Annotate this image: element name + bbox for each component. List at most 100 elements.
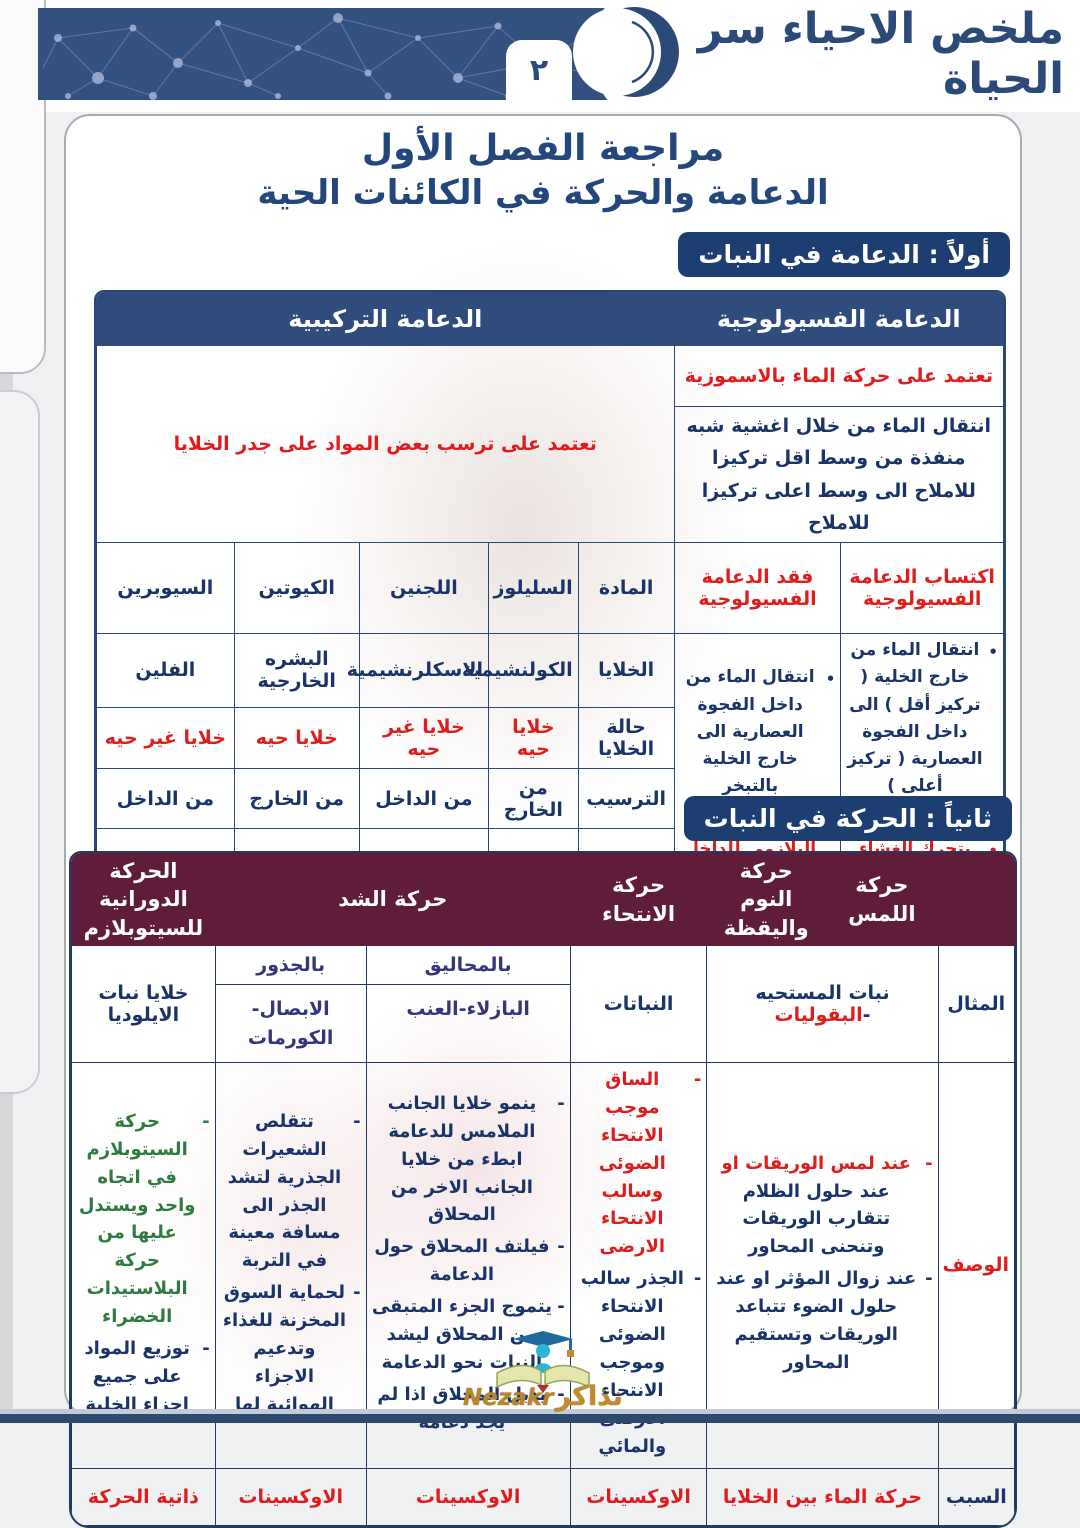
nezakr-logo-text: Nezakr نذاكر <box>463 1381 623 1412</box>
desc-point: الساق موجب الانتحاء الضوئى وسالب الانتحا… <box>576 1066 702 1261</box>
row-label-cause: السبب <box>937 1467 1015 1526</box>
content-frame: مراجعة الفصل الأول الدعامة والحركة في ال… <box>64 114 1022 1528</box>
document-title: ملخص الاحياء سر الحياة <box>697 4 1065 104</box>
example-touch-sleep-legumes: البقوليات <box>774 1004 863 1027</box>
movement-table: حركة اللمس حركة النوم واليقظة حركة الانت… <box>69 851 1017 1528</box>
loss-header: فقد الدعامة الفسيولوجية <box>673 542 842 635</box>
desc-point: لحماية السوق المخزنة للغذاء وتدعيم الاجز… <box>221 1279 361 1418</box>
desc-point: فيلتف المحلاق حول الدعامة <box>372 1233 565 1289</box>
row-label-example: المثال <box>937 945 1015 1064</box>
state-cellulose: خلايا حيه <box>488 706 579 770</box>
desc-point: عند زوال المؤثر او عند حلول الضوء تتباعد… <box>712 1265 932 1377</box>
row-label-cells: الخلايا <box>577 633 675 708</box>
network-pattern <box>42 13 616 100</box>
row-label-state: حالة الخلايا <box>577 706 675 770</box>
description-cyclosis: حركة السيتوبلازم في اتجاه واحد ويستدل عل… <box>71 1062 216 1469</box>
table-row: حركة اللمس حركة النوم واليقظة حركة الانت… <box>71 852 1015 947</box>
material-cutin: الكيوتين <box>233 542 360 635</box>
desc-point: توزيع المواد على جميع اجزاء الخلية <box>77 1335 210 1419</box>
support-table: الدعامة الفسيولوجية الدعامة التركيبية تع… <box>94 290 1006 940</box>
corner-cell <box>937 852 1015 947</box>
table-row: اكتساب الدعامة الفسيولوجية فقد الدعامة ا… <box>96 542 1004 635</box>
table-row: الترسيب من الخارج من الداخل من الخارج من… <box>96 768 1004 829</box>
deposition-suberin: من الداخل <box>96 768 235 829</box>
desc-point: حركة السيتوبلازم في اتجاه واحد ويستدل عل… <box>77 1108 210 1331</box>
roots-subheader: بالجذور <box>215 946 366 986</box>
movement-table-grid: حركة اللمس حركة النوم واليقظة حركة الانت… <box>71 852 1015 1526</box>
header-banner: ٢ <box>38 8 632 100</box>
state-cutin: خلايا حيه <box>233 706 360 770</box>
structural-support-header: الدعامة التركيبية <box>96 292 675 346</box>
cells-cork: الفلين <box>96 633 235 708</box>
row-label-deposition: الترسيب <box>577 768 675 829</box>
desc-point: تتقلص الشعيرات الجذرية لتشد الجذر الى مس… <box>221 1108 361 1275</box>
deposition-cutin: من الخارج <box>233 768 360 829</box>
table-row: انتقال الماء من خارج الخلية ( تركيز أقل … <box>96 633 1004 938</box>
col-header-sleep: حركة النوم واليقظة <box>706 852 827 947</box>
example-tendrils: بالمحاليق البازلاء-العنب <box>365 945 571 1064</box>
example-touch-sleep-plant: نبات المستحيه - <box>755 982 890 1027</box>
cause-roots: الاوكسينات <box>214 1467 367 1526</box>
description-touch-sleep: عند لمس الوريقات او عند حلول الظلام تتقا… <box>706 1062 939 1469</box>
main-title: مراجعة الفصل الأول الدعامة والحركة في ال… <box>66 126 1020 215</box>
cells-collenchyma: الكولنشيمية <box>462 633 579 708</box>
state-lignin: خلايا غير حيه <box>358 706 490 770</box>
section1-badge: أولاً : الدعامة في النبات <box>678 232 1010 277</box>
table-row: الوصف عند لمس الوريقات او عند حلول الظلا… <box>71 1062 1015 1469</box>
cause-touch-sleep: حركة الماء بين الخلايا <box>706 1467 939 1526</box>
table-row: السبب حركة الماء بين الخلايا الاوكسينات … <box>71 1467 1015 1526</box>
nezakr-watermark: Nezakr نذاكر <box>463 1329 623 1412</box>
main-title-line1: مراجعة الفصل الأول <box>361 128 725 169</box>
page-curl-left <box>0 390 40 1094</box>
table-row: المثال نبات المستحيه -البقوليات النباتات… <box>71 945 1015 1064</box>
logo-arabic: نذاكر <box>555 1381 623 1412</box>
gain-header: اكتساب الدعامة الفسيولوجية <box>840 542 1004 635</box>
material-cellulose: السليلوز <box>488 542 579 635</box>
tendrils-example: البازلاء-العنب <box>406 998 530 1021</box>
example-tropism: النباتات <box>569 945 708 1064</box>
logo-latin: Nezakr <box>463 1385 554 1411</box>
desc-lead: عند لمس الوريقات او <box>721 1152 912 1174</box>
desc-point: يتموج الجزء المتبقى من المحلاق ليشد النب… <box>372 1293 565 1377</box>
table-row: الدعامة الفسيولوجية الدعامة التركيبية <box>96 292 1004 346</box>
loss-point: انتقال الماء من داخل الفجوة العصارية الى… <box>680 664 836 800</box>
main-title-line2: الدعامة والحركة في الكائنات الحية <box>257 173 829 213</box>
bottom-strip-light <box>0 1409 1080 1414</box>
example-roots: بالجذور الابصال- الكورمات <box>214 945 367 1064</box>
cells-sclerenchyma: الاسكلرنشيمية <box>347 633 490 708</box>
desc-point: عند لمس الوريقات او عند حلول الظلام تتقا… <box>712 1150 932 1262</box>
example-cyclosis: خلايا نبات الايلوديا <box>71 945 216 1064</box>
col-header-tropism: حركة الانتحاء <box>569 852 708 947</box>
description-roots: تتقلص الشعيرات الجذرية لتشد الجذر الى مس… <box>214 1062 367 1469</box>
material-lignin: اللجنين <box>358 542 490 635</box>
table-row: حالة الخلايا خلايا حيه خلايا غير حيه خلا… <box>96 706 1004 770</box>
roots-example: الابصال- الكورمات <box>247 998 334 1049</box>
material-suberin: السيوبرين <box>96 542 235 635</box>
state-suberin: خلايا غير حيه <box>96 706 235 770</box>
col-header-touch: حركة اللمس <box>825 852 939 947</box>
col-header-tension: حركة الشد <box>214 852 571 947</box>
cause-tropism: الاوكسينات <box>569 1467 708 1526</box>
example-touch-sleep: نبات المستحيه -البقوليات <box>706 945 939 1064</box>
page-number: ٢ <box>529 52 549 88</box>
tendrils-subheader: بالمحاليق <box>366 946 570 986</box>
desc-rest: عند حلول الظلام تتقارب الوريقات وتنحنى ا… <box>742 1180 891 1258</box>
bottom-strip-navy <box>0 1414 1080 1423</box>
support-table-grid: الدعامة الفسيولوجية الدعامة التركيبية تع… <box>96 292 1004 938</box>
crescent-logo-icon <box>573 0 712 108</box>
section2-badge: ثانياً : الحركة في النبات <box>683 796 1012 841</box>
table-row: انتقال الماء من خلال اغشية شبه منفذة من … <box>97 405 1004 544</box>
physiological-support-header: الدعامة الفسيولوجية <box>673 292 1004 346</box>
col-header-cyclosis: الحركة الدورانية للسيتوبلازم <box>71 852 216 947</box>
physio-definition: انتقال الماء من خلال اغشية شبه منفذة من … <box>673 405 1004 544</box>
page-number-tab: ٢ <box>506 40 572 100</box>
structural-basis: تعتمد على ترسب بعض المواد على جدر الخلاي… <box>96 344 675 544</box>
cause-cyclosis: ذاتية الحركة <box>71 1467 216 1526</box>
physio-basis: تعتمد على حركة الماء بالاسموزية <box>673 345 1004 407</box>
deposition-cellulose: من الخارج <box>488 768 579 829</box>
description-tendrils: ينمو خلايا الجانب الملامس للدعامة ابطء م… <box>365 1062 571 1469</box>
cells-epidermis: البشره الخارجية <box>233 633 360 708</box>
row-label-description: الوصف <box>937 1062 1015 1469</box>
row-label-material: المادة <box>577 542 675 635</box>
deposition-lignin: من الداخل <box>358 768 490 829</box>
